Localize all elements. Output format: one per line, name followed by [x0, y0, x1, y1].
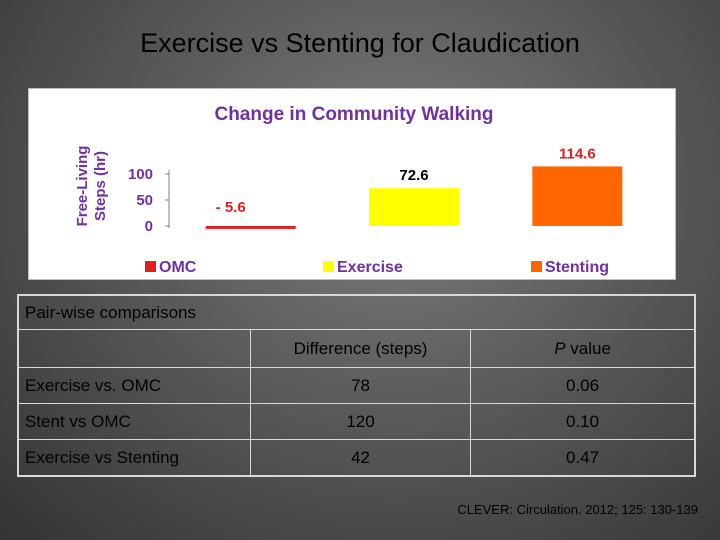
table-row: Exercise vs. OMC 78 0.06	[18, 367, 695, 404]
legend-swatch	[145, 261, 156, 272]
comparison-label: Exercise vs Stenting	[18, 439, 251, 476]
comparison-label: Exercise vs. OMC	[18, 367, 251, 404]
difference-value: 78	[249, 367, 472, 404]
table-row: Stent vs OMC 120 0.10	[18, 403, 695, 440]
y-axis-label-line: Steps (hr)	[92, 151, 109, 221]
legend-label: OMC	[159, 259, 197, 276]
difference-value: 42	[249, 439, 472, 476]
table-row: Exercise vs Stenting 42 0.47	[18, 439, 695, 476]
header-cell	[18, 329, 251, 368]
slide-title: Exercise vs Stenting for Claudication	[140, 28, 580, 58]
difference-value: 120	[249, 403, 472, 440]
p-value: 0.47	[470, 439, 695, 476]
header-p-rest: value	[565, 338, 611, 358]
y-tick-label: 50	[136, 192, 153, 209]
bar-exercise	[369, 188, 459, 226]
header-p-letter: P	[554, 338, 566, 358]
legend-label: Stenting	[545, 259, 609, 276]
y-tick-label: 0	[145, 218, 153, 235]
bar-stenting	[532, 166, 623, 226]
legend-swatch	[323, 261, 334, 272]
data-label: 114.6	[559, 145, 596, 162]
bar-chart: Change in Community WalkingFree-LivingSt…	[74, 104, 623, 276]
table-header-row: Difference (steps) P value	[18, 329, 695, 368]
header-p-value-text: P value	[554, 339, 611, 358]
p-value: 0.10	[470, 403, 695, 440]
y-tick-label: 100	[128, 166, 153, 183]
header-p-value: P value	[470, 329, 695, 368]
data-label: 72.6	[399, 167, 428, 184]
comparison-label: Stent vs OMC	[18, 403, 251, 440]
comparisons-table: Pair-wise comparisons Difference (steps)…	[18, 295, 695, 476]
y-axis-label: Free-LivingSteps (hr)	[74, 146, 109, 227]
y-axis-label-line: Free-Living	[74, 146, 91, 227]
table-caption: Pair-wise comparisons	[18, 295, 695, 330]
p-value: 0.06	[470, 367, 695, 404]
bar-omc	[205, 226, 296, 229]
table-caption-row: Pair-wise comparisons	[18, 295, 695, 330]
comparisons-table-wrap: Pair-wise comparisons Difference (steps)…	[17, 294, 696, 477]
citation: CLEVER: Circulation. 2012; 125: 130-139	[457, 502, 698, 517]
header-difference: Difference (steps)	[249, 329, 472, 368]
data-label: - 5.6	[216, 199, 246, 216]
chart-title: Change in Community Walking	[214, 104, 493, 125]
chart-panel: Change in Community Walking Free-LivingSt…	[28, 88, 676, 280]
legend-swatch	[531, 261, 542, 272]
legend-label: Exercise	[337, 259, 403, 276]
